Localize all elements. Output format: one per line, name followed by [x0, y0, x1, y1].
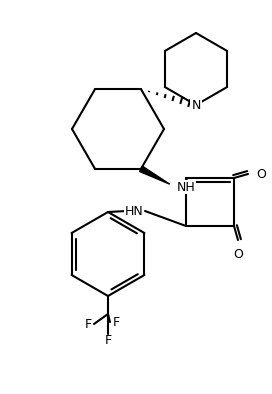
Text: HN: HN — [124, 204, 143, 217]
Text: F: F — [104, 333, 112, 346]
Text: O: O — [256, 167, 266, 180]
Text: F: F — [112, 316, 120, 329]
Text: F: F — [84, 318, 92, 331]
Text: O: O — [233, 248, 243, 261]
Polygon shape — [140, 166, 170, 184]
Text: NH: NH — [177, 180, 196, 193]
Text: N: N — [191, 98, 201, 112]
